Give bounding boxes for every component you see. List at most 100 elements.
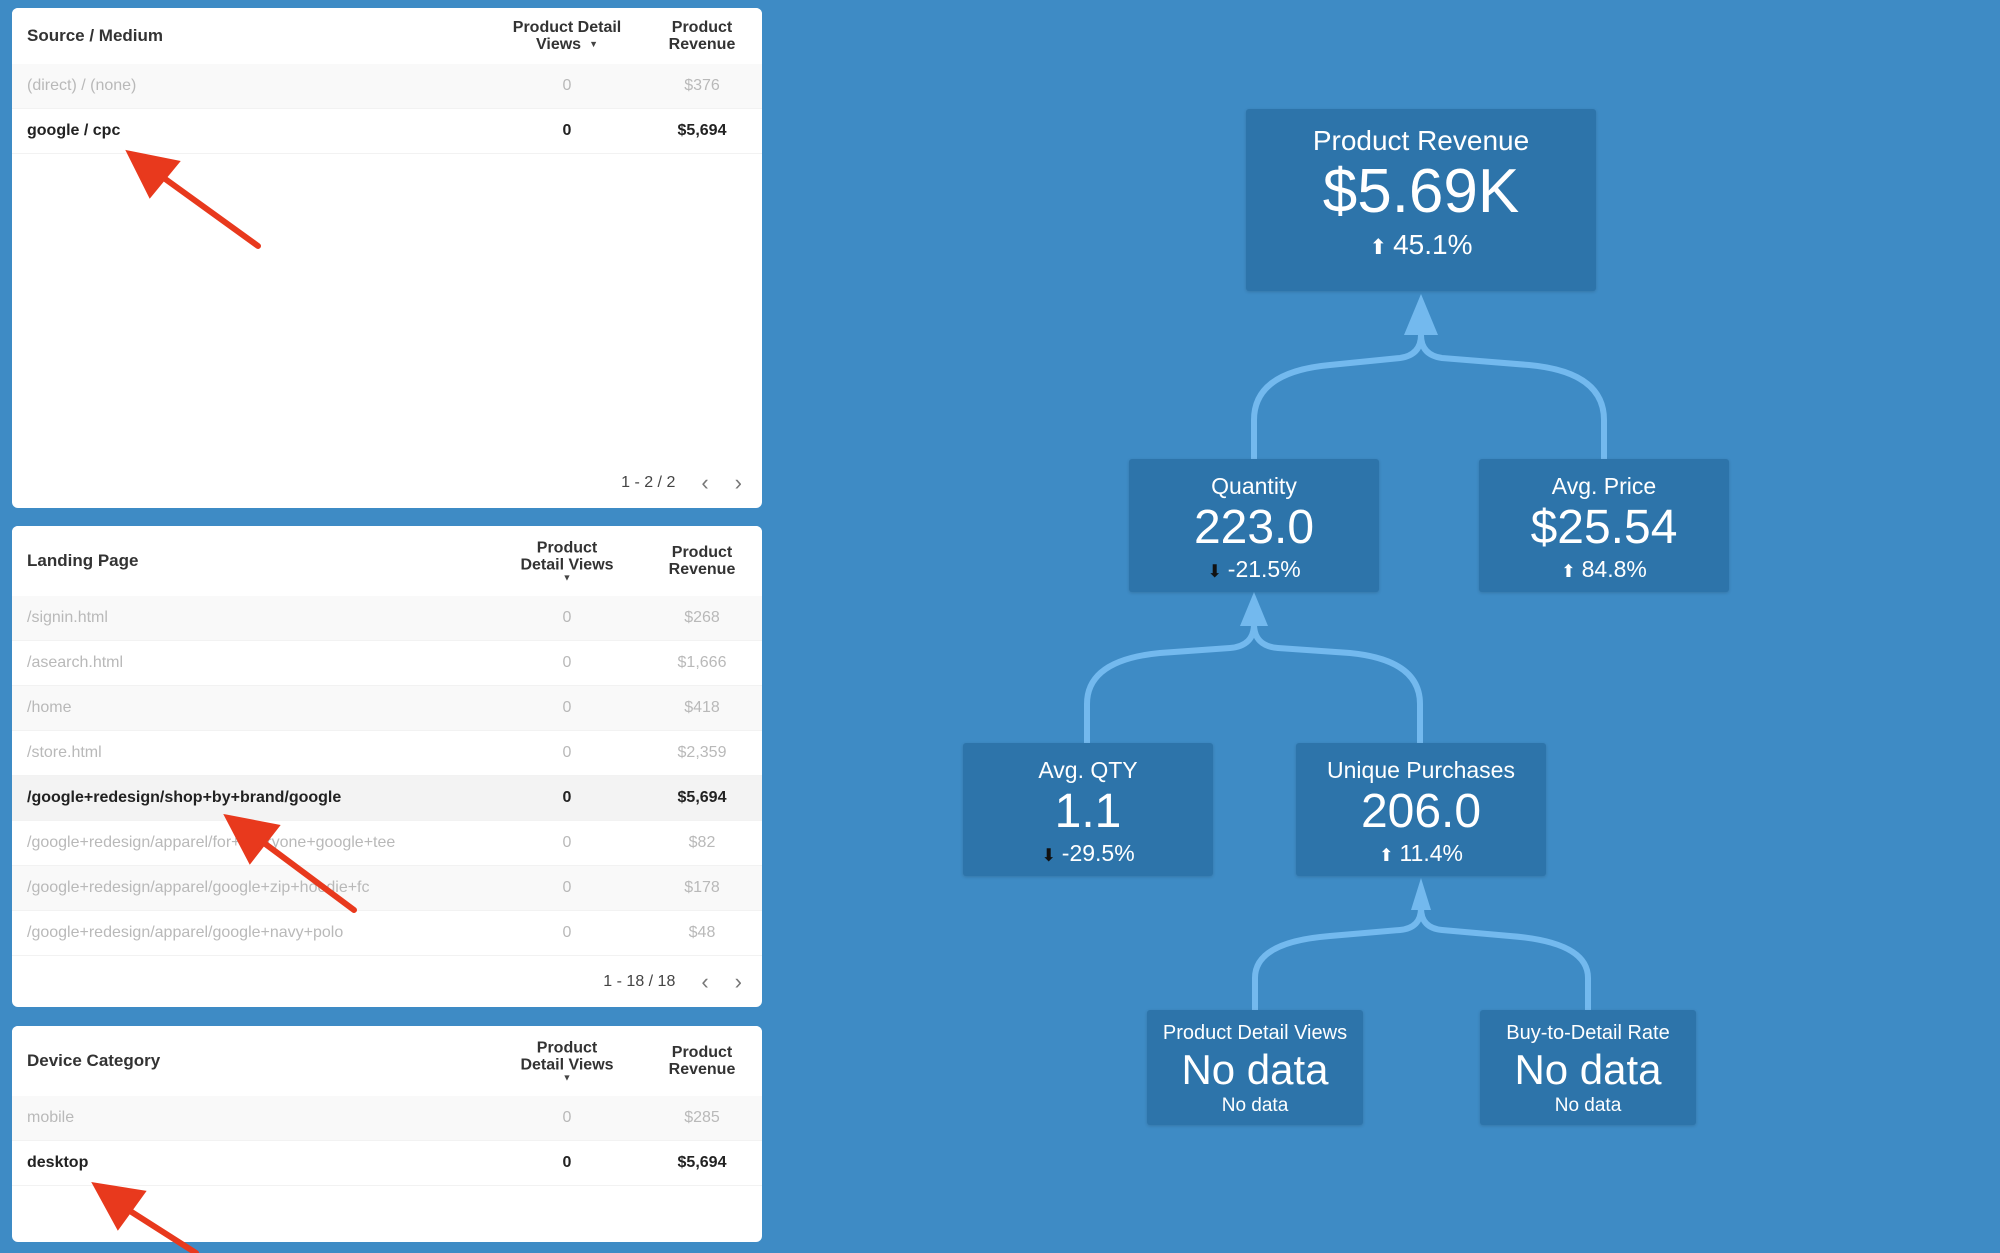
table-row[interactable]: /asearch.html 0 $1,666 <box>12 641 762 686</box>
row-revenue: $285 <box>684 1109 720 1126</box>
card-delta: No data <box>1221 1095 1289 1116</box>
row-detail-views: 0 <box>562 77 572 94</box>
row-detail-views: 0 <box>562 834 572 851</box>
pagination-range: 1 - 18 / 18 <box>603 973 676 990</box>
product-revenue-card: Product Revenue $5.69K ⬆ 45.1% <box>1246 109 1596 291</box>
sort-desc-icon: ▼ <box>562 572 572 583</box>
sort-header-product-detail-views[interactable]: Product Detail Views ▼ <box>512 18 622 53</box>
sort-header-product-detail-views[interactable]: Product Detail Views ▼ <box>482 1040 652 1083</box>
table-row[interactable]: /signin.html 0 $268 <box>12 596 762 641</box>
card-label: Unique Purchases <box>1327 757 1515 783</box>
source-medium-table: Source / Medium Product Detail Views ▼ Pro… <box>12 8 762 508</box>
table-row[interactable]: mobile 0 $285 <box>12 1096 762 1141</box>
arrow-up-icon: ⬆ <box>1369 236 1388 259</box>
row-detail-views: 0 <box>562 744 572 761</box>
row-detail-views: 0 <box>562 654 572 671</box>
row-detail-views: 0 <box>562 924 572 941</box>
row-revenue: $5,694 <box>677 1154 727 1171</box>
row-dimension: /signin.html <box>27 609 108 626</box>
sort-header-product-detail-views[interactable]: Product Detail Views ▼ <box>482 540 652 583</box>
table-row[interactable]: /google+redesign/apparel/google+navy+pol… <box>12 911 762 956</box>
row-detail-views: 0 <box>562 1109 572 1126</box>
table-row[interactable]: google / cpc 0 $5,694 <box>12 109 762 154</box>
row-dimension: /home <box>27 699 72 716</box>
card-delta: ⬆ 84.8% <box>1561 556 1647 582</box>
table-row[interactable]: /store.html 0 $2,359 <box>12 731 762 776</box>
pagination: 1 - 2 / 2 ‹ › <box>621 472 742 494</box>
connector-arrowhead <box>1404 294 1438 335</box>
row-detail-views: 0 <box>562 789 572 806</box>
header-product-revenue[interactable]: Product Revenue <box>668 19 736 53</box>
card-value: No data <box>1514 1046 1662 1093</box>
pagination-range: 1 - 2 / 2 <box>621 474 676 491</box>
arrow-down-icon: ⬇ <box>1041 845 1056 865</box>
card-delta: ⬆ 11.4% <box>1379 840 1463 866</box>
row-dimension: /store.html <box>27 744 102 761</box>
table-row[interactable]: desktop 0 $5,694 <box>12 1141 762 1186</box>
row-revenue: $268 <box>684 609 720 626</box>
row-revenue: $1,666 <box>677 654 727 671</box>
card-value: 223.0 <box>1193 501 1315 554</box>
table-row[interactable]: (direct) / (none) 0 $376 <box>12 64 762 109</box>
row-dimension: google / cpc <box>27 122 121 139</box>
row-detail-views: 0 <box>562 699 572 716</box>
card-value: No data <box>1181 1046 1329 1093</box>
row-dimension: /asearch.html <box>27 654 124 671</box>
dimension-header: Landing Page <box>27 551 139 570</box>
row-detail-views: 0 <box>562 609 572 626</box>
row-revenue: $418 <box>684 699 720 716</box>
card-value: $5.69K <box>1322 157 1520 226</box>
arrow-down-icon: ⬇ <box>1207 561 1222 581</box>
prev-page-icon[interactable]: ‹ <box>701 470 709 495</box>
card-label: Product Revenue <box>1312 125 1530 156</box>
row-revenue: $5,694 <box>677 789 727 806</box>
next-page-icon[interactable]: › <box>734 969 742 994</box>
card-label: Avg. Price <box>1551 473 1657 499</box>
dimension-header: Source / Medium <box>27 26 164 45</box>
table-header: Source / Medium Product Detail Views ▼ Pro… <box>12 8 762 64</box>
row-dimension: /google+redesign/shop+by+brand/google <box>27 789 342 806</box>
row-detail-views: 0 <box>562 879 572 896</box>
connector-arrowhead <box>1411 878 1431 910</box>
card-delta: ⬇ -29.5% <box>1041 840 1135 866</box>
card-value: $25.54 <box>1530 501 1678 554</box>
table-row[interactable]: /google+redesign/shop+by+brand/google 0 … <box>12 776 762 821</box>
row-revenue: $178 <box>684 879 720 896</box>
row-dimension: mobile <box>27 1109 75 1126</box>
header-product-revenue[interactable]: Product Revenue <box>668 544 736 578</box>
card-label: Avg. QTY <box>1038 757 1138 783</box>
pagination: 1 - 18 / 18 ‹ › <box>603 971 742 993</box>
card-label: Quantity <box>1211 473 1297 499</box>
card-value: 1.1 <box>1054 785 1122 838</box>
row-revenue: $2,359 <box>677 744 727 761</box>
card-value: 206.0 <box>1360 785 1482 838</box>
sort-desc-icon: ▼ <box>562 1072 572 1083</box>
product-detail-views-card: Product Detail Views No data No data <box>1147 1010 1363 1125</box>
row-revenue: $48 <box>688 924 716 941</box>
card-delta: ⬆ 45.1% <box>1369 229 1473 260</box>
row-revenue: $82 <box>688 834 716 851</box>
card-delta: No data <box>1554 1095 1622 1116</box>
table-header: Device Category Product Detail Views ▼ Pro… <box>12 1026 762 1096</box>
sort-desc-icon: ▼ <box>589 39 598 50</box>
row-revenue: $376 <box>684 77 720 94</box>
connector-unique-purchases <box>1252 907 1591 1010</box>
header-product-revenue[interactable]: Product Revenue <box>668 1044 736 1078</box>
dimension-header: Device Category <box>27 1051 161 1070</box>
table-row[interactable]: /home 0 $418 <box>12 686 762 731</box>
card-delta: ⬇ -21.5% <box>1207 556 1301 582</box>
row-detail-views: 0 <box>562 122 572 139</box>
arrow-up-icon: ⬆ <box>1379 845 1394 865</box>
unique-purchases-card: Unique Purchases 206.0 ⬆ 11.4% <box>1296 743 1546 876</box>
row-dimension: desktop <box>27 1154 89 1171</box>
row-detail-views: 0 <box>562 1154 572 1171</box>
connector-revenue <box>1251 334 1607 459</box>
next-page-icon[interactable]: › <box>734 470 742 495</box>
table-header: Landing Page Product Detail Views ▼ Produc… <box>12 526 762 596</box>
quantity-card: Quantity 223.0 ⬇ -21.5% <box>1129 459 1379 592</box>
arrow-up-icon: ⬆ <box>1561 561 1576 581</box>
card-label: Product Detail Views <box>1162 1022 1348 1044</box>
prev-page-icon[interactable]: ‹ <box>701 969 709 994</box>
row-revenue: $5,694 <box>677 122 727 139</box>
